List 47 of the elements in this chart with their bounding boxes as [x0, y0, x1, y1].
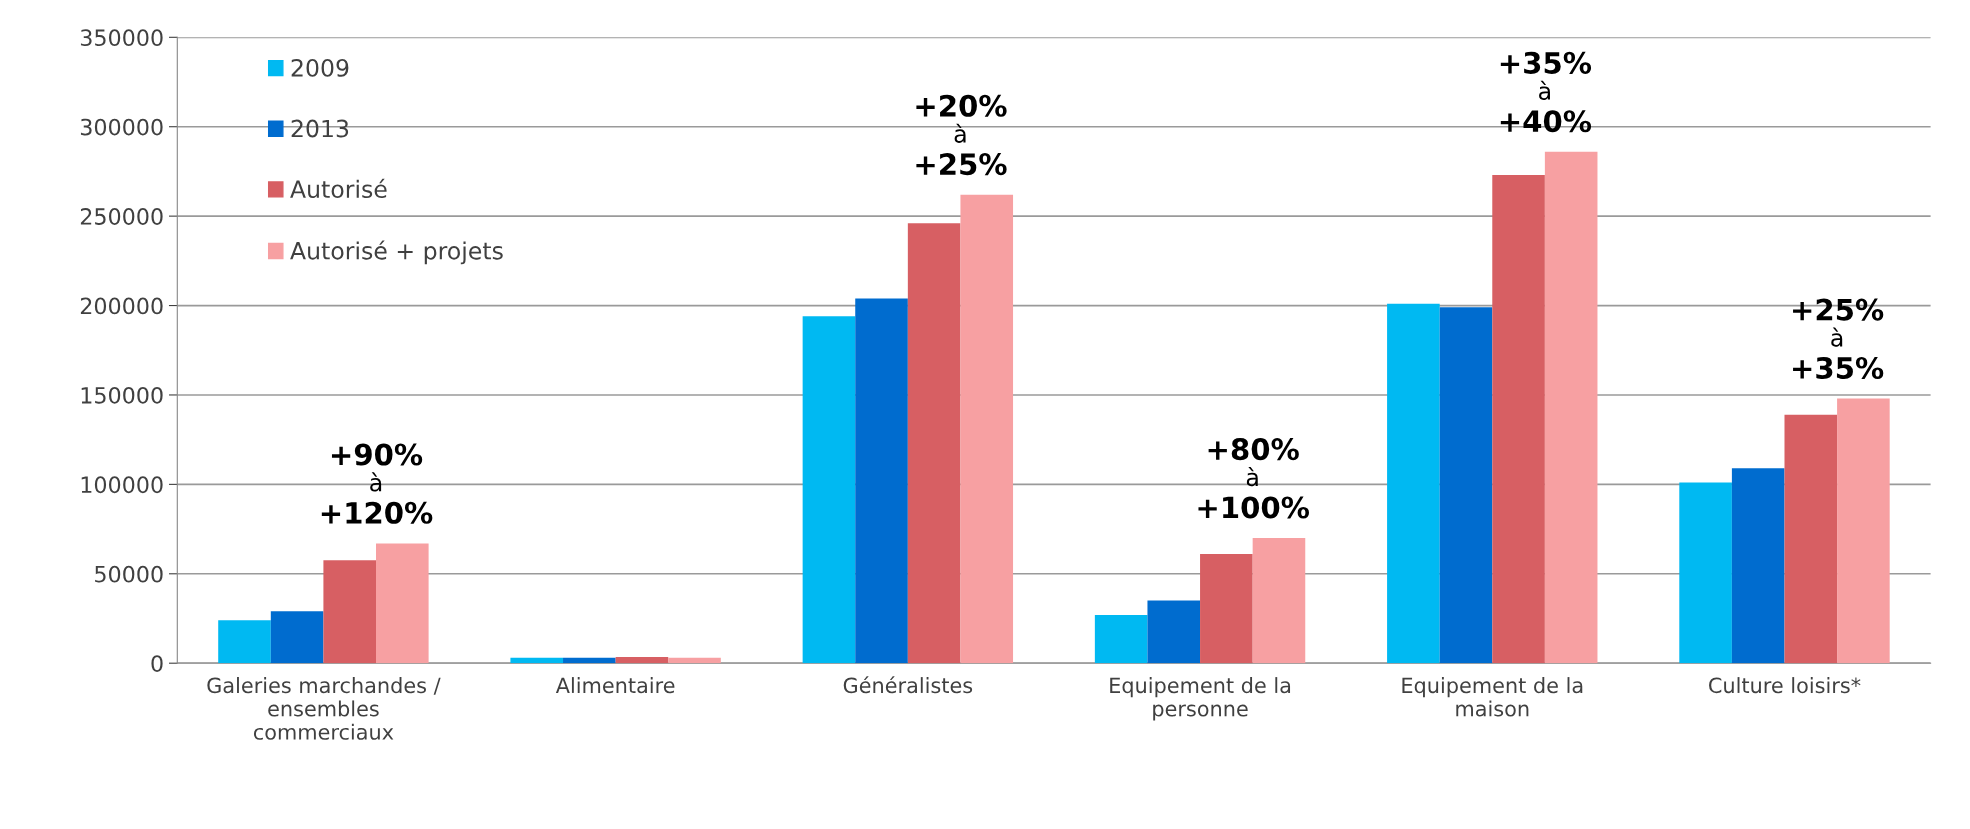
legend-label: Autorisé + projets — [290, 240, 503, 265]
bar — [1147, 600, 1201, 664]
bar — [1544, 151, 1598, 664]
bar — [1094, 614, 1148, 664]
bar — [855, 298, 908, 664]
x-tick-label: Généralistes — [843, 676, 973, 694]
bar — [1252, 538, 1306, 664]
y-tick-label: 250000 — [80, 208, 163, 225]
y-tick-label: 50000 — [95, 565, 163, 583]
annotation: +90% à +120% — [321, 443, 433, 524]
bar — [960, 194, 1014, 664]
bar — [1387, 303, 1440, 664]
bar — [1784, 414, 1838, 664]
bar — [907, 223, 961, 664]
bar — [376, 543, 429, 664]
bar — [563, 657, 616, 664]
bar — [668, 657, 721, 664]
legend-label: 2013 — [291, 119, 349, 138]
bar — [1731, 468, 1785, 664]
annotation: +20% à +25% — [916, 94, 1007, 176]
x-tick-label: Culture loisirs* — [1709, 677, 1861, 694]
y-tick-label: 300000 — [80, 118, 163, 136]
legend-label: 2009 — [291, 58, 349, 77]
x-tick-label: Equipement de la maison — [1402, 677, 1583, 717]
annotation: +35% à +40% — [1500, 51, 1592, 133]
bar — [510, 657, 564, 664]
bar — [1679, 482, 1732, 664]
x-tick-label: Galeries marchandes / ensembles commerciaux — [207, 677, 441, 740]
bar — [323, 560, 377, 664]
bar — [802, 316, 856, 664]
y-tick-label: 200000 — [80, 297, 163, 315]
legend-label: Autorisé — [290, 178, 387, 199]
bar — [270, 611, 324, 664]
y-tick-label: 350000 — [80, 29, 163, 47]
bar — [1439, 307, 1493, 664]
bar — [615, 656, 669, 664]
bar — [1200, 554, 1253, 664]
x-tick-label: Alimentaire — [555, 677, 675, 694]
bar — [1837, 398, 1890, 664]
x-tick-label: Equipement de la personne — [1110, 677, 1291, 721]
bar — [1492, 175, 1545, 664]
annotation: +80% à +100% — [1198, 438, 1309, 519]
y-tick-label: 0 — [151, 655, 163, 672]
y-tick-label: 150000 — [81, 386, 163, 404]
annotation: +25% à +35% — [1793, 298, 1884, 379]
bar — [218, 620, 271, 664]
y-tick-label: 100000 — [81, 476, 163, 494]
